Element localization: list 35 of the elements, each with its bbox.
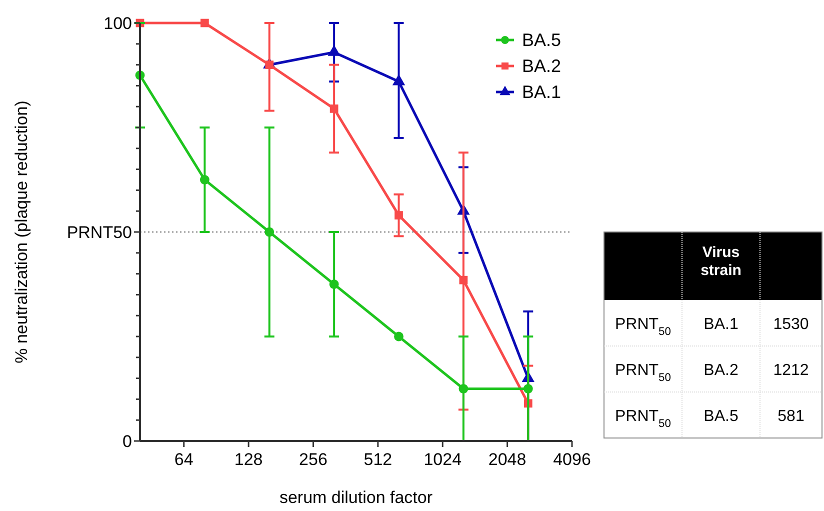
text: BA.5 — [704, 408, 738, 425]
point — [458, 384, 468, 394]
y-tick-label: PRNT50 — [66, 223, 132, 242]
x-tick-label: 256 — [299, 450, 328, 469]
legend-label: BA.1 — [522, 82, 562, 102]
point — [394, 211, 403, 220]
x-tick-label: 2048 — [488, 450, 526, 469]
point — [200, 175, 210, 184]
point — [523, 384, 533, 394]
x-tick-label: 512 — [364, 450, 392, 469]
text: 1212 — [773, 362, 809, 379]
point — [329, 280, 339, 289]
text: BA.1 — [704, 316, 738, 333]
text: 581 — [778, 408, 804, 425]
text: BA.2 — [704, 362, 738, 379]
text: PRNT$_{50}$ — [614, 316, 672, 338]
y-tick-label: 0 — [122, 432, 132, 451]
y-tick-label: 100 — [104, 14, 132, 33]
text: Virus strain — [700, 244, 742, 279]
x-tick-label: 64 — [174, 450, 194, 469]
point — [459, 276, 468, 284]
text: PRNT$_{50}$ — [614, 362, 672, 384]
y-axis-title: % neutralization (plaque reduction) — [12, 100, 31, 364]
legend-label: BA.2 — [522, 56, 562, 76]
x-axis-title: serum dilution factor — [279, 488, 433, 507]
point — [264, 227, 274, 237]
text: PRNT$_{50}$ — [614, 408, 672, 430]
x-tick-label: 128 — [234, 450, 263, 469]
point — [200, 18, 209, 28]
legend-label: BA.5 — [522, 30, 562, 50]
point — [394, 332, 404, 342]
x-tick-label: 1024 — [424, 450, 462, 469]
x-tick-label: 4096 — [553, 450, 591, 469]
point — [330, 104, 338, 113]
text: 1530 — [773, 316, 809, 333]
